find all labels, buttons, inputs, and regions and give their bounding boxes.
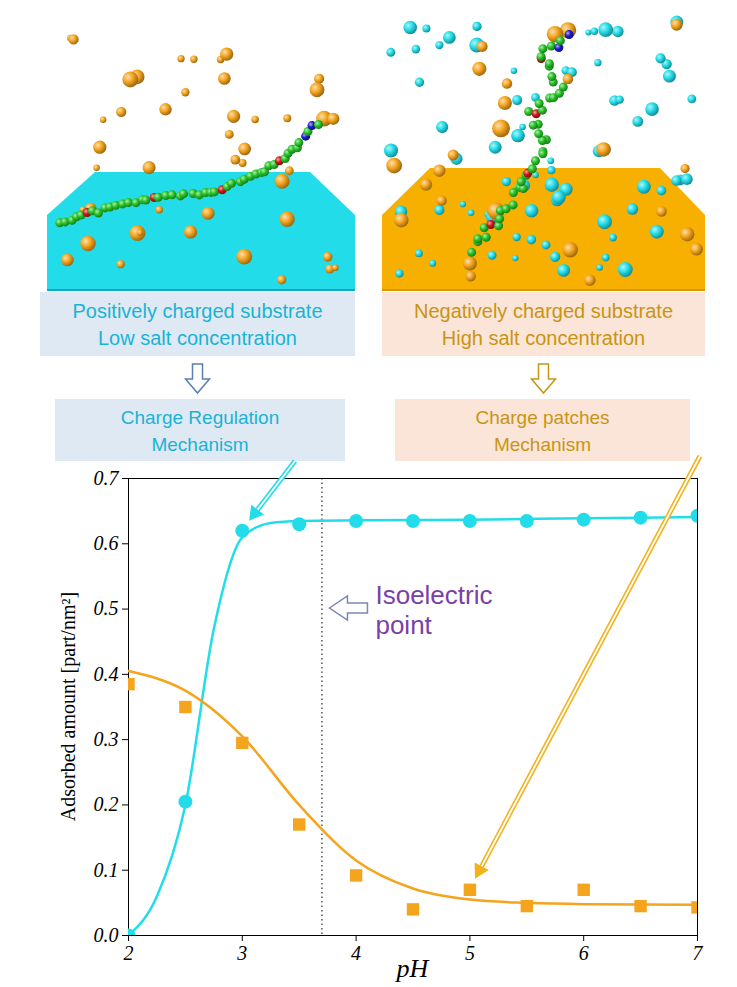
svg-text:High salt concentration: High salt concentration <box>442 327 645 349</box>
svg-text:Charge patches: Charge patches <box>475 407 609 428</box>
svg-text:7: 7 <box>693 942 704 964</box>
svg-text:0.2: 0.2 <box>94 793 119 815</box>
svg-text:Mechanism: Mechanism <box>151 434 248 455</box>
svg-text:Mechanism: Mechanism <box>494 434 591 455</box>
svg-text:Negatively charged substrate: Negatively charged substrate <box>414 300 673 322</box>
svg-text:0.4: 0.4 <box>94 663 119 685</box>
svg-text:0.3: 0.3 <box>94 728 119 750</box>
svg-text:pH: pH <box>395 954 430 983</box>
svg-text:5: 5 <box>465 942 475 964</box>
svg-text:Adsorbed amount [part/nm²]: Adsorbed amount [part/nm²] <box>57 592 80 821</box>
svg-text:0.7: 0.7 <box>94 467 120 489</box>
svg-text:0.0: 0.0 <box>94 924 119 946</box>
svg-text:0.5: 0.5 <box>94 597 119 619</box>
svg-text:Charge Regulation: Charge Regulation <box>121 407 279 428</box>
svg-text:3: 3 <box>236 942 247 964</box>
svg-text:6: 6 <box>579 942 589 964</box>
svg-text:Isoelectric: Isoelectric <box>375 580 492 610</box>
svg-text:4: 4 <box>351 942 361 964</box>
svg-text:0.1: 0.1 <box>94 859 119 881</box>
svg-text:Low salt concentration: Low salt concentration <box>98 327 297 349</box>
svg-text:2: 2 <box>124 942 134 964</box>
svg-text:0.6: 0.6 <box>94 532 119 554</box>
svg-text:point: point <box>375 610 432 640</box>
svg-text:Positively charged substrate: Positively charged substrate <box>72 300 322 322</box>
